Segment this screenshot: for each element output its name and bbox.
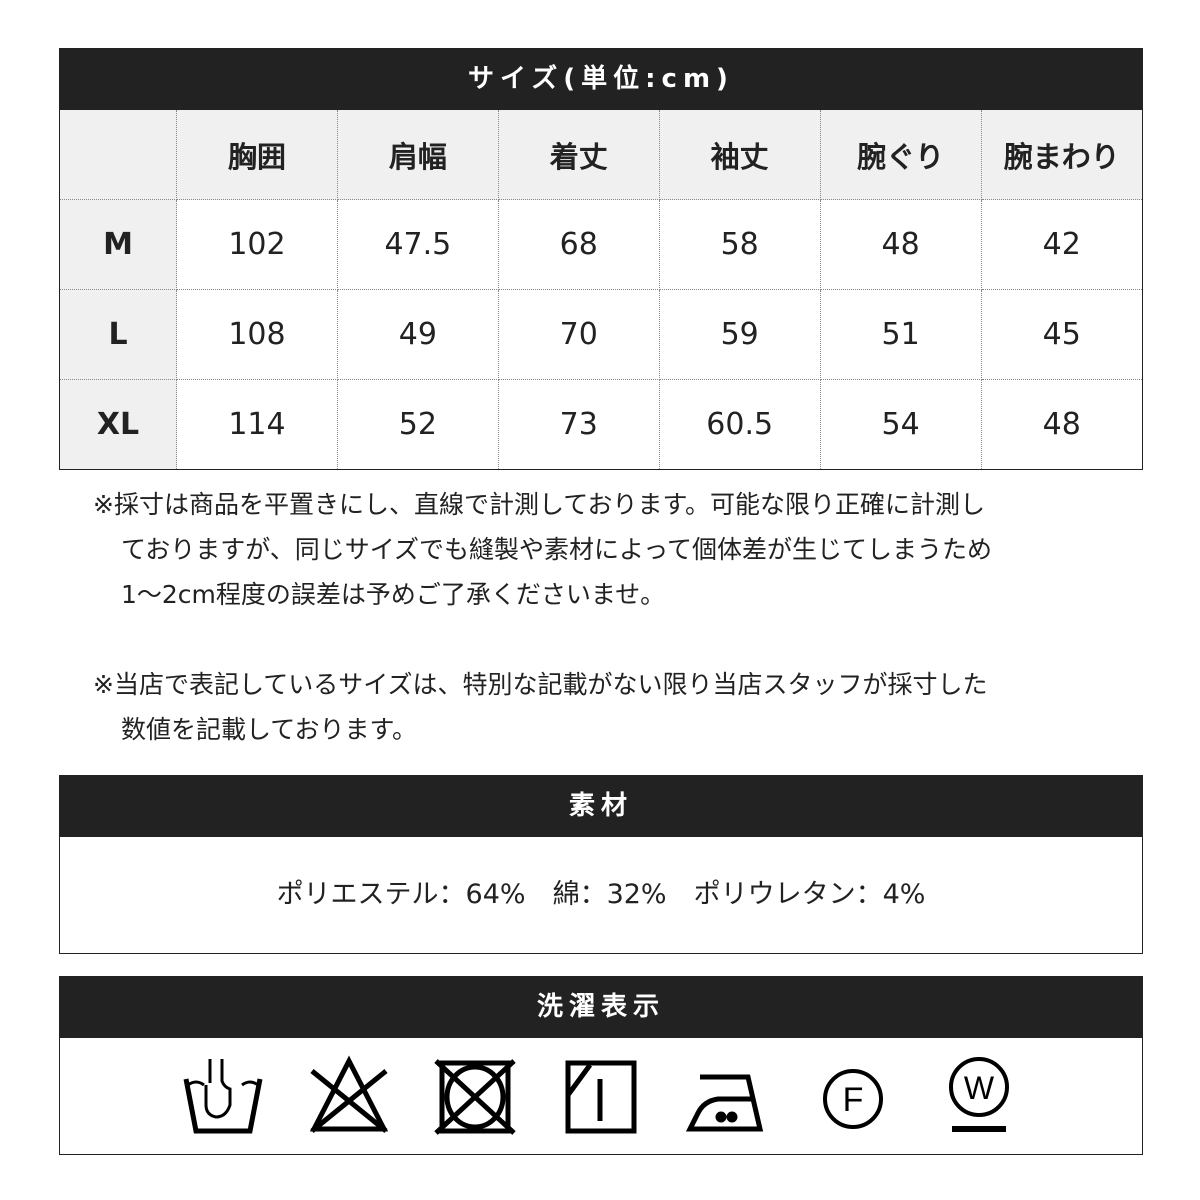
header-cell: 腕まわり [980, 110, 1142, 200]
header-cell: 袖丈 [658, 110, 821, 200]
size-label: M [60, 199, 177, 290]
size-note: ※当店で表記しているサイズは、特別な記載がない限り当店スタッフが採寸した 数値を… [93, 662, 1133, 752]
cell: 49 [336, 289, 499, 380]
measurement-note: ※採寸は商品を平置きにし、直線で計測しております。可能な限り正確に計測し ており… [93, 482, 1133, 617]
table-row: M 102 47.5 68 58 48 42 [60, 199, 1142, 290]
header-cell: 肩幅 [336, 110, 499, 200]
cell: 48 [980, 379, 1142, 469]
cell: 48 [819, 199, 982, 290]
note-line: ※当店で表記しているサイズは、特別な記載がない限り当店スタッフが採寸した [93, 670, 988, 699]
cell: 52 [336, 379, 499, 469]
cell: 114 [176, 379, 338, 469]
note-line: ※採寸は商品を平置きにし、直線で計測しております。可能な限り正確に計測し [93, 490, 985, 519]
size-table: サイズ(単位:cm) 胸囲 肩幅 着丈 袖丈 腕ぐり 腕まわり M 102 47… [59, 48, 1143, 470]
svg-text:W: W [964, 1070, 995, 1106]
note-line: ておりますが、同じサイズでも縫製や素材によって個体差が生じてしまうため [121, 535, 993, 564]
header-cell: 腕ぐり [819, 110, 982, 200]
size-label: L [60, 289, 177, 380]
cell: 58 [658, 199, 821, 290]
note-line: 数値を記載しております。 [121, 715, 418, 744]
table-row: XL 114 52 73 60.5 54 48 [60, 379, 1142, 469]
svg-text:F: F [843, 1081, 864, 1119]
no-bleach-icon [309, 1055, 389, 1133]
cell: 47.5 [336, 199, 499, 290]
header-cell [60, 110, 177, 200]
cell: 54 [819, 379, 982, 469]
line-dry-shade-icon [565, 1060, 637, 1134]
no-tumble-dry-icon [434, 1059, 516, 1135]
table-row: L 108 49 70 59 51 45 [60, 289, 1142, 380]
material-section: 素材 ポリエステル：64% 綿：32% ポリウレタン：4% [59, 775, 1143, 954]
cell: 51 [819, 289, 982, 380]
cell: 70 [497, 289, 660, 380]
cell: 42 [980, 199, 1142, 290]
header-row: 胸囲 肩幅 着丈 袖丈 腕ぐり 腕まわり [60, 110, 1142, 200]
dry-clean-f-icon: F [823, 1069, 883, 1129]
cell: 45 [980, 289, 1142, 380]
cell: 73 [497, 379, 660, 469]
hand-wash-icon [183, 1059, 263, 1134]
iron-low-icon [686, 1074, 764, 1132]
material-title: 素材 [60, 776, 1142, 837]
cell: 102 [176, 199, 338, 290]
care-section: 洗濯表示 F W [59, 976, 1143, 1155]
cell: 60.5 [658, 379, 821, 469]
material-text: ポリエステル：64% 綿：32% ポリウレタン：4% [276, 879, 926, 910]
care-title: 洗濯表示 [60, 977, 1142, 1038]
size-table-title: サイズ(単位:cm) [60, 49, 1142, 110]
cell: 59 [658, 289, 821, 380]
header-cell: 胸囲 [176, 110, 338, 200]
cell: 68 [497, 199, 660, 290]
note-line: 1〜2cm程度の誤差は予めご了承くださいませ。 [121, 580, 666, 609]
cell: 108 [176, 289, 338, 380]
size-label: XL [60, 379, 177, 469]
wet-clean-w-icon: W [949, 1057, 1009, 1132]
header-cell: 着丈 [497, 110, 660, 200]
